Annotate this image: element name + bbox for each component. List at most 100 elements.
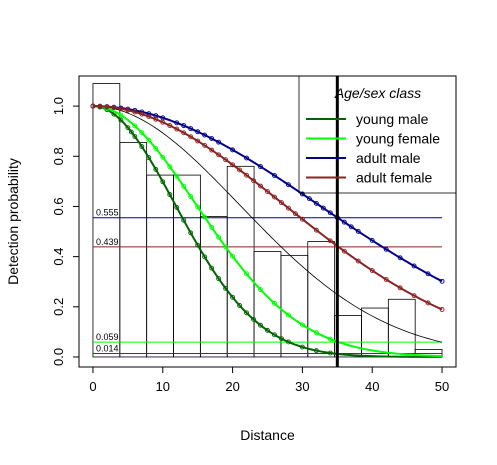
data-point <box>216 276 222 282</box>
data-point <box>244 172 250 178</box>
data-point <box>128 129 134 135</box>
y-tick-label: 0.6 <box>51 197 66 215</box>
reference-line-label: 0.555 <box>96 208 119 218</box>
data-point <box>125 107 131 113</box>
data-point <box>167 192 173 197</box>
data-point <box>216 234 222 240</box>
legend-label: adult male <box>356 150 421 166</box>
data-point <box>118 106 124 112</box>
data-point <box>285 339 291 345</box>
data-point <box>439 307 445 312</box>
data-point <box>167 123 173 128</box>
data-point <box>216 139 222 145</box>
data-point <box>383 277 389 282</box>
x-tick-label: 20 <box>225 379 239 394</box>
data-point <box>160 154 166 160</box>
data-point <box>160 119 166 125</box>
data-point <box>202 214 208 220</box>
data-point <box>146 137 152 143</box>
data-point <box>153 146 159 151</box>
data-point <box>341 219 347 225</box>
x-tick-label: 40 <box>365 379 379 394</box>
reference-line-label: 0.439 <box>96 237 119 247</box>
reference-line-label: 0.059 <box>96 332 119 342</box>
data-point <box>279 336 284 342</box>
data-point <box>369 268 375 273</box>
data-point <box>265 189 270 194</box>
legend: Age/sex class young male young female adult… <box>298 75 457 194</box>
data-point <box>258 164 263 170</box>
data-point <box>244 310 250 316</box>
series-adult-female <box>90 103 445 312</box>
data-point <box>195 204 201 210</box>
data-point <box>202 142 208 148</box>
data-point <box>279 200 284 206</box>
data-point <box>299 216 305 222</box>
data-point <box>230 253 236 259</box>
series-young-male <box>90 103 443 358</box>
data-point <box>251 316 256 322</box>
data-point <box>139 111 145 117</box>
data-point <box>195 242 201 248</box>
x-tick-label: 10 <box>156 379 170 394</box>
data-point <box>355 258 361 264</box>
data-point <box>223 244 229 250</box>
x-tick-label: 50 <box>435 379 449 394</box>
data-point <box>230 294 236 300</box>
data-point <box>251 178 256 184</box>
data-point <box>439 278 445 284</box>
data-point <box>299 191 305 197</box>
data-point <box>97 103 103 109</box>
data-point <box>223 285 229 291</box>
data-point <box>272 173 277 178</box>
data-point <box>327 238 333 244</box>
y-axis: 0.0 0.2 0.4 0.6 0.8 1.0 <box>51 97 80 366</box>
data-point <box>299 344 305 350</box>
data-point <box>132 109 138 115</box>
data-point <box>111 105 117 111</box>
data-point <box>355 228 361 234</box>
reference-line-label: 0.014 <box>96 343 119 353</box>
data-point <box>153 166 159 172</box>
series-line <box>92 105 443 358</box>
data-point <box>104 104 110 110</box>
data-point <box>313 348 319 354</box>
data-point <box>209 224 215 230</box>
data-point <box>153 116 159 122</box>
data-point <box>160 179 166 185</box>
x-tick-label: 0 <box>89 379 96 394</box>
data-point <box>209 265 215 271</box>
y-tick-label: 0.2 <box>51 298 66 316</box>
legend-label: adult female <box>356 170 432 186</box>
data-point <box>195 138 201 144</box>
data-point <box>272 300 277 306</box>
data-point <box>181 123 187 129</box>
data-point <box>313 200 319 206</box>
data-point <box>202 132 208 138</box>
data-point <box>181 217 187 223</box>
data-point <box>181 183 187 189</box>
data-point <box>146 155 152 161</box>
data-point <box>348 224 354 230</box>
data-point <box>306 196 312 202</box>
y-tick-label: 1.0 <box>51 97 66 115</box>
data-point <box>327 350 333 356</box>
data-point <box>272 194 277 200</box>
data-point <box>132 134 138 139</box>
legend-title: Age/sex class <box>334 85 421 101</box>
data-point <box>139 130 145 136</box>
data-point <box>383 246 389 252</box>
data-point <box>265 327 270 333</box>
data-point <box>216 152 222 158</box>
data-point <box>258 287 263 293</box>
data-point <box>411 293 417 299</box>
data-point <box>425 300 431 306</box>
data-point <box>285 182 291 188</box>
histogram-bars <box>92 83 443 358</box>
data-point <box>174 126 180 132</box>
x-axis: 0 10 20 30 40 50 <box>89 366 449 394</box>
data-point <box>146 114 152 120</box>
